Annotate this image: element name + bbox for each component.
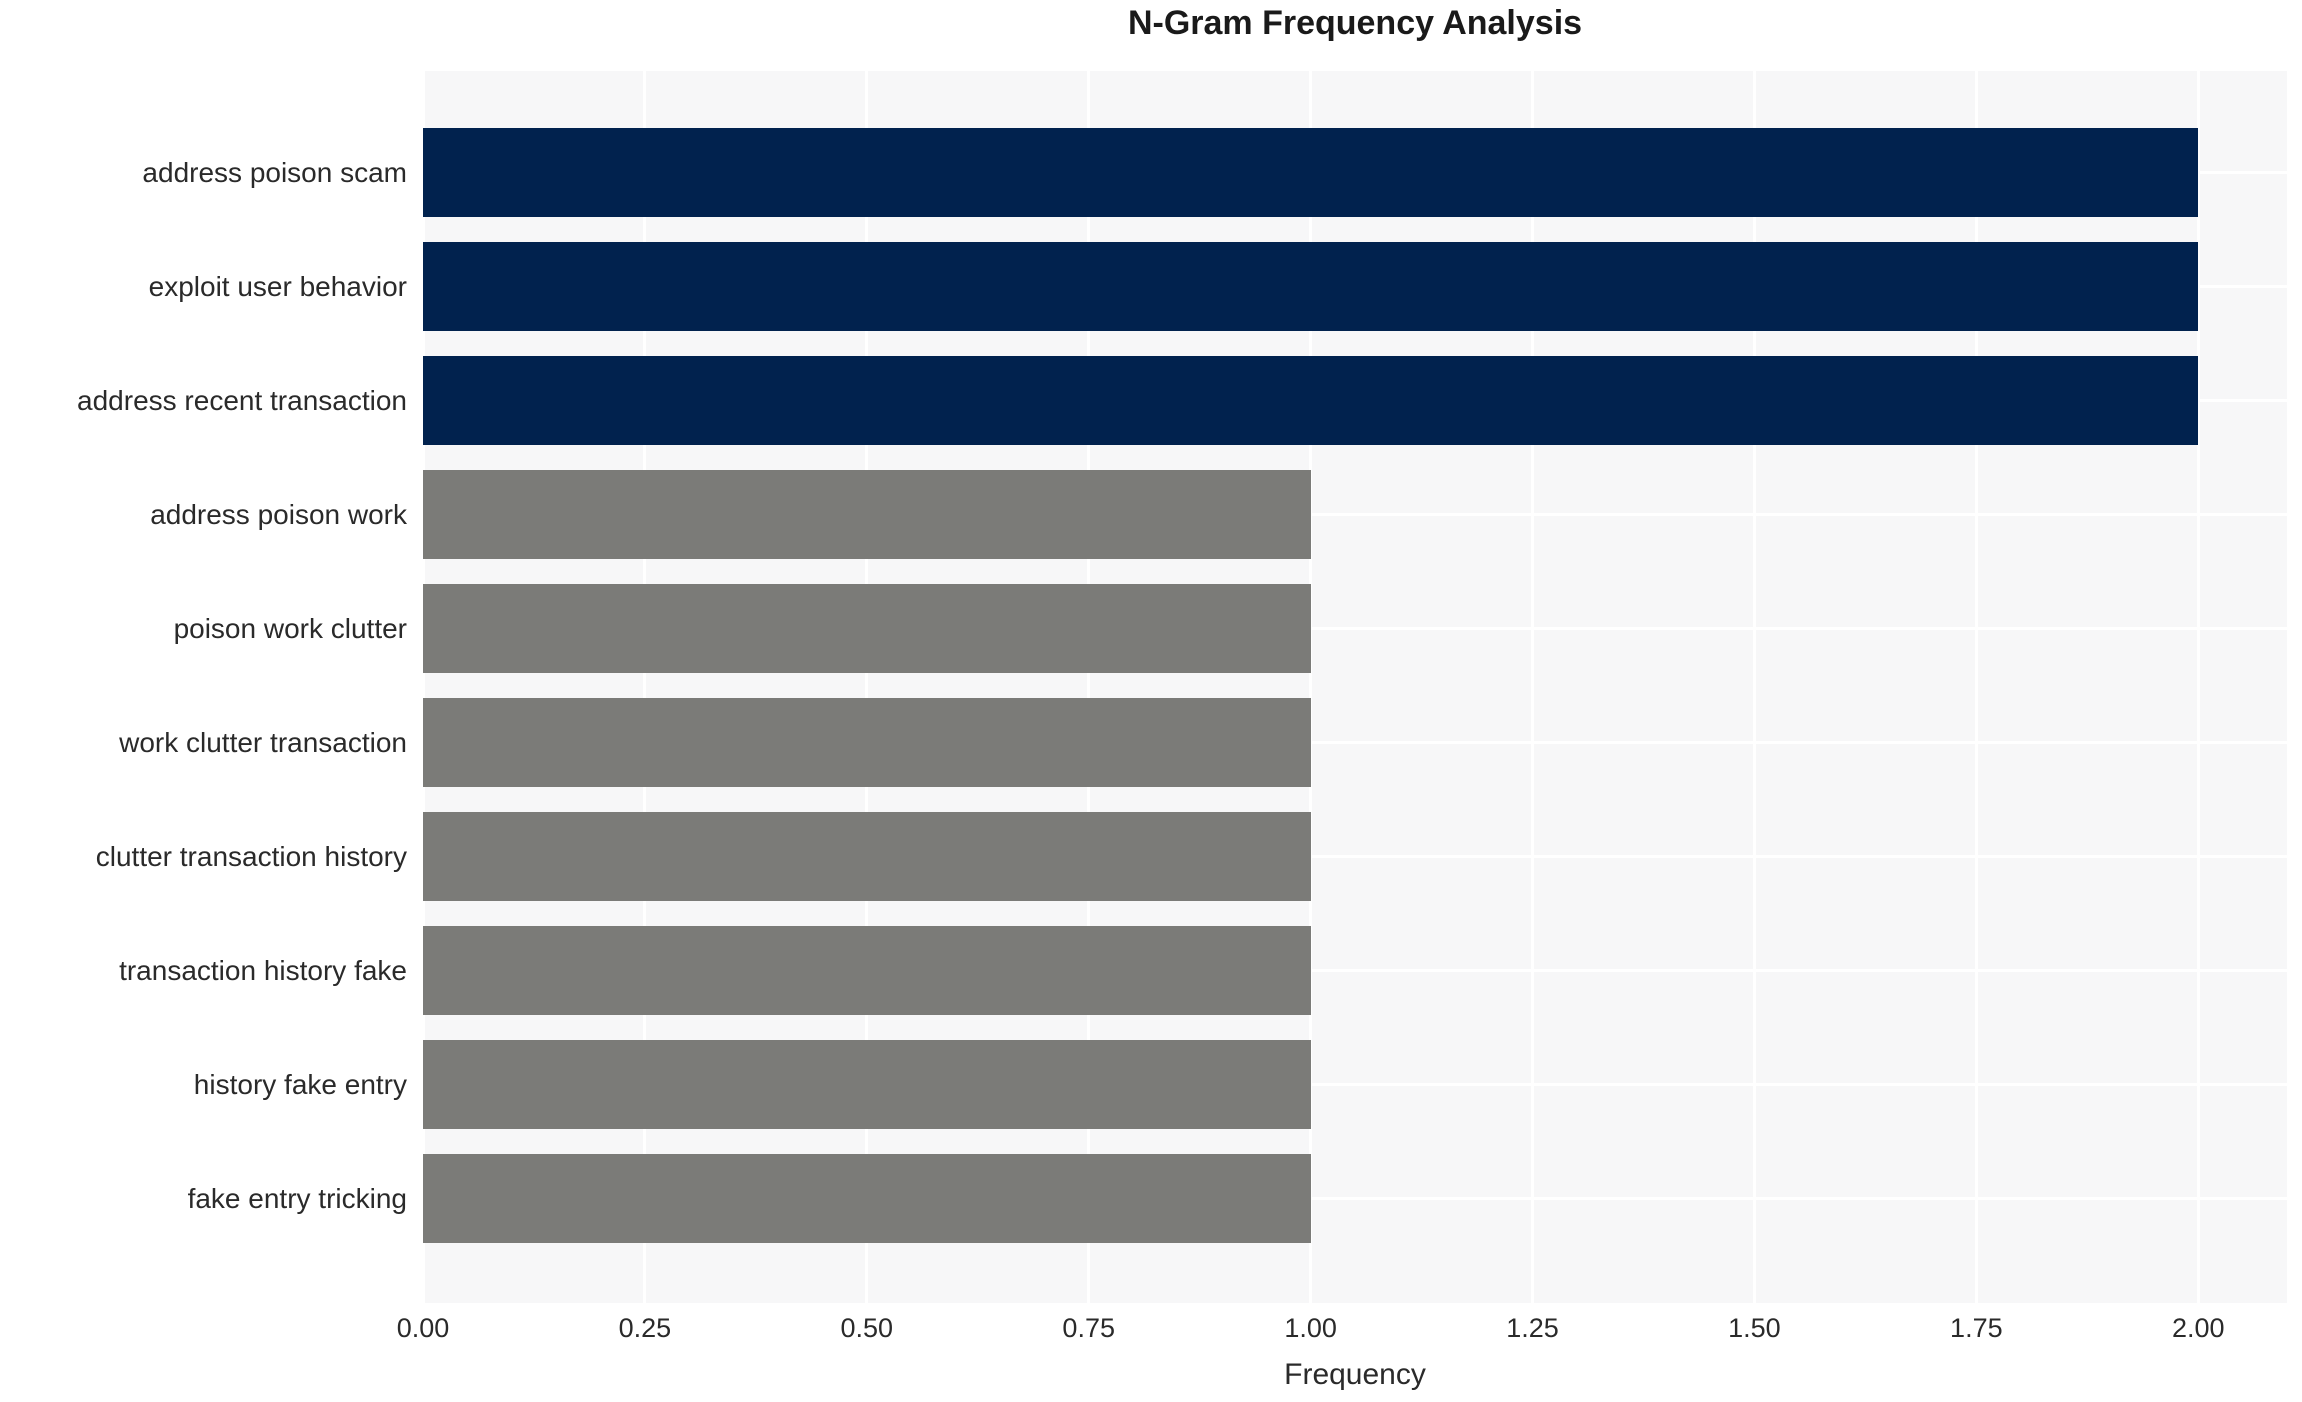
- bar: [423, 356, 2199, 445]
- x-gridline: [643, 71, 647, 1303]
- y-axis-label: work clutter transaction: [119, 726, 407, 758]
- y-axis-label: clutter transaction history: [95, 840, 407, 872]
- x-gridline: [1309, 71, 1313, 1303]
- bar: [423, 812, 1311, 901]
- y-gridline: [423, 1083, 2287, 1086]
- y-axis-label: transaction history fake: [119, 954, 407, 986]
- y-gridline: [423, 627, 2287, 630]
- x-tick-label: 0.25: [618, 1313, 672, 1343]
- x-gridline: [1974, 71, 1978, 1303]
- bars-container: [423, 71, 2287, 1303]
- x-tick-label: 0.00: [396, 1313, 450, 1343]
- x-tick-label: 2.00: [2171, 1313, 2225, 1343]
- bar: [423, 926, 1311, 1015]
- x-tick-label: 0.75: [1062, 1313, 1115, 1343]
- x-gridline: [865, 71, 869, 1303]
- bar: [423, 242, 2199, 331]
- bar: [423, 1154, 1311, 1243]
- chart-title: N-Gram Frequency Analysis: [1127, 4, 1583, 42]
- x-tick-label: 1.75: [1950, 1313, 2003, 1343]
- x-gridline: [1087, 71, 1091, 1303]
- y-gridline: [423, 741, 2287, 744]
- y-gridline: [423, 969, 2287, 972]
- bar: [423, 470, 1311, 559]
- x-tick-label: 1.00: [1284, 1313, 1337, 1343]
- y-axis-label: address poison scam: [142, 156, 407, 188]
- x-tick-label: 0.50: [840, 1313, 894, 1343]
- x-tick-label: 1.50: [1728, 1313, 1781, 1343]
- y-gridline: [423, 1197, 2287, 1200]
- plot-area: [421, 71, 2287, 1303]
- bar: [423, 698, 1311, 787]
- y-axis-label: address poison work: [150, 498, 407, 530]
- bar: [423, 128, 2199, 217]
- bar: [423, 1040, 1311, 1129]
- x-gridline: [2196, 71, 2200, 1303]
- x-gridline: [1752, 71, 1756, 1303]
- y-axis-label: fake entry tricking: [187, 1182, 407, 1214]
- y-axis-label: history fake entry: [193, 1068, 407, 1100]
- y-axis-label: address recent transaction: [77, 384, 407, 416]
- x-gridline: [1531, 71, 1535, 1303]
- y-axis-label: poison work clutter: [173, 612, 407, 644]
- x-gridline: [421, 71, 425, 1303]
- y-gridline: [423, 855, 2287, 858]
- x-tick-label: 1.25: [1506, 1313, 1559, 1343]
- y-axis-label: exploit user behavior: [148, 270, 407, 302]
- y-gridline: [423, 513, 2287, 516]
- bar: [423, 584, 1311, 673]
- x-axis-title: Frequency: [1284, 1358, 1426, 1391]
